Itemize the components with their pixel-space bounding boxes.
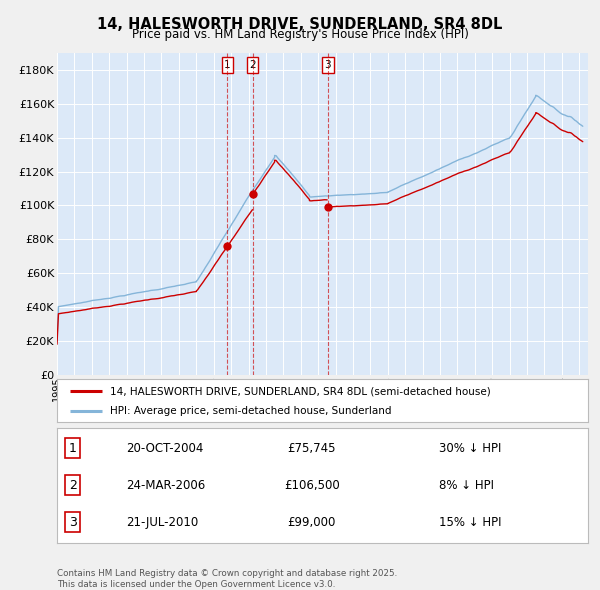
Text: 15% ↓ HPI: 15% ↓ HPI	[439, 516, 502, 529]
Text: 2: 2	[69, 478, 77, 492]
Text: 3: 3	[325, 60, 331, 70]
Text: 30% ↓ HPI: 30% ↓ HPI	[439, 442, 502, 455]
Text: £99,000: £99,000	[287, 516, 336, 529]
Text: 1: 1	[69, 442, 77, 455]
Text: £106,500: £106,500	[284, 478, 340, 492]
Text: 20-OCT-2004: 20-OCT-2004	[126, 442, 203, 455]
Text: 14, HALESWORTH DRIVE, SUNDERLAND, SR4 8DL (semi-detached house): 14, HALESWORTH DRIVE, SUNDERLAND, SR4 8D…	[110, 386, 491, 396]
Text: 2: 2	[249, 60, 256, 70]
Text: 1: 1	[224, 60, 231, 70]
Text: Price paid vs. HM Land Registry's House Price Index (HPI): Price paid vs. HM Land Registry's House …	[131, 28, 469, 41]
Text: 3: 3	[69, 516, 77, 529]
Text: £75,745: £75,745	[287, 442, 336, 455]
Text: 14, HALESWORTH DRIVE, SUNDERLAND, SR4 8DL: 14, HALESWORTH DRIVE, SUNDERLAND, SR4 8D…	[97, 17, 503, 31]
Text: 24-MAR-2006: 24-MAR-2006	[126, 478, 205, 492]
Text: HPI: Average price, semi-detached house, Sunderland: HPI: Average price, semi-detached house,…	[110, 407, 392, 416]
Text: Contains HM Land Registry data © Crown copyright and database right 2025.
This d: Contains HM Land Registry data © Crown c…	[57, 569, 397, 589]
Text: 8% ↓ HPI: 8% ↓ HPI	[439, 478, 494, 492]
Text: 21-JUL-2010: 21-JUL-2010	[126, 516, 198, 529]
